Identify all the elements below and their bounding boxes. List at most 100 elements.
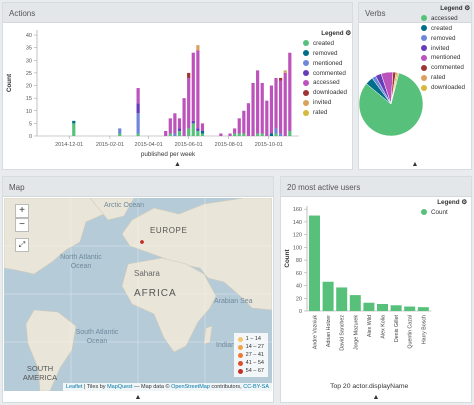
legend-label: mentioned (431, 54, 461, 62)
x-tick-label: Alex Wild (367, 315, 373, 337)
bar-segment-accessed (283, 72, 287, 136)
x-tick-label: 2015-06-01 (175, 142, 203, 148)
verbs-chart (359, 71, 424, 137)
collapse-icon[interactable]: ▲ (411, 161, 419, 168)
actions-panel: Actions 0 5 10 15 20 25 30 35 40 2014-12-01 2015-0… (2, 2, 353, 170)
bar-segment-invited (283, 70, 287, 73)
fit-bounds-button[interactable]: ⤢ (15, 238, 29, 252)
collapse-icon[interactable]: ▲ (174, 161, 181, 168)
verbs-legend-item[interactable]: accessed (421, 15, 470, 22)
map-legend-item: 27 – 41 (237, 351, 264, 359)
gear-icon[interactable]: ⚙ (464, 5, 470, 12)
actions-legend-item[interactable]: created (303, 40, 351, 47)
leaflet-link[interactable]: Leaflet (65, 384, 83, 390)
panel-title: Verbs (359, 3, 471, 23)
gear-icon[interactable]: ⚙ (345, 30, 351, 37)
legend-label: rated (431, 74, 446, 82)
collapse-icon[interactable]: ▲ (372, 394, 380, 401)
tiles-by-text: | Tiles by (83, 384, 106, 390)
bar-segment-accessed (196, 50, 200, 129)
legend-swatch (237, 344, 243, 350)
users-legend-item[interactable]: Count (421, 209, 467, 216)
zoom-in-button[interactable]: + (15, 204, 29, 218)
x-tick-label: David Sanchez (340, 315, 346, 351)
bar-segment-accessed (177, 118, 182, 129)
map-view[interactable]: Arctic Ocean North Atlantic Ocean EUROPE… (4, 198, 272, 391)
x-tick-label: 2014-12-01 (55, 142, 83, 148)
legend-swatch (303, 89, 309, 96)
actions-legend-item[interactable]: invited (303, 99, 351, 106)
map-label-europe: EUROPE (150, 226, 188, 235)
y-tick-label: 30 (26, 58, 32, 64)
gear-icon[interactable]: ⚙ (461, 199, 467, 206)
actions-legend-item[interactable]: downloaded (303, 89, 351, 96)
bar-segment-created (288, 130, 292, 136)
legend-title: Legend (440, 5, 463, 12)
bar-segment-accessed (237, 118, 241, 134)
map-label-arctic: Arctic Ocean (104, 202, 145, 209)
verbs-legend-item[interactable]: invited (421, 45, 470, 52)
y-tick-label: 0 (299, 309, 302, 315)
verbs-legend-item[interactable]: rated (421, 74, 470, 81)
verbs-legend-item[interactable]: commented (421, 64, 470, 71)
map-background (4, 198, 272, 391)
pie-slice-downloaded (390, 72, 400, 105)
y-tick-label: 40 (26, 33, 32, 39)
map-label-africa: AFRICA (134, 288, 177, 299)
graticule (4, 198, 272, 391)
legend-swatch (237, 336, 243, 342)
bar-segment-removed (200, 130, 205, 134)
bar-segment-accessed (251, 83, 255, 136)
collapse-icon[interactable]: ▲ (134, 394, 142, 401)
x-tick-label: 2015-08-01 (215, 142, 243, 148)
bar-segment-accessed (136, 88, 140, 104)
verbs-legend-item[interactable]: created (421, 25, 470, 32)
mapquest-link[interactable]: MapQuest (107, 384, 133, 390)
bar (309, 215, 320, 311)
legend-label: created (431, 24, 453, 32)
x-tick-label: 2015-02-01 (96, 142, 124, 148)
bar-segment-created (237, 133, 241, 136)
license-link[interactable]: CC-BY-SA (243, 384, 269, 390)
bar (390, 305, 402, 311)
x-axis-label: Top 20 actor.displayName (330, 383, 408, 390)
legend-label: removed (431, 34, 456, 42)
panel-title: Actions (3, 3, 352, 23)
bar-segment-commented (136, 103, 140, 114)
x-tick-label: Jorge Mazurek (353, 315, 359, 350)
users-legend: Legend ⚙ Count (421, 199, 467, 216)
legend-swatch (421, 35, 427, 42)
actions-legend-item[interactable]: rated (303, 109, 351, 116)
actions-legend-item[interactable]: accessed (303, 79, 351, 86)
osm-link[interactable]: OpenStreetMap (171, 384, 210, 390)
y-tick-label: 40 (296, 284, 302, 290)
bar-segment-mentioned (279, 133, 283, 136)
bar-segment-created (118, 133, 122, 136)
y-tick-label: 25 (26, 71, 32, 77)
bar-segment-created (200, 133, 205, 136)
verbs-legend-item[interactable]: downloaded (421, 84, 470, 91)
bar-segment-accessed (200, 123, 205, 131)
bar-segment-accessed (274, 77, 278, 129)
legend-label: 54 – 67 (245, 368, 264, 374)
bar-segment-created (187, 128, 191, 136)
actions-legend: Legend ⚙ created removed mentioned commente… (303, 30, 351, 116)
bar-segment-accessed (265, 100, 269, 136)
legend-swatch (237, 352, 243, 358)
verbs-legend-item[interactable]: mentioned (421, 54, 470, 61)
map-marker (139, 239, 145, 245)
legend-title: Legend (321, 30, 344, 37)
bar-segment-commented (196, 128, 200, 131)
actions-legend-item[interactable]: commented (303, 70, 351, 77)
actions-legend-item[interactable]: mentioned (303, 60, 351, 67)
legend-swatch (237, 360, 243, 366)
legend-label: rated (313, 109, 328, 117)
zoom-out-button[interactable]: − (15, 218, 29, 232)
legend-label: mentioned (313, 59, 343, 67)
legend-label: 14 – 27 (245, 344, 264, 350)
panel-title: Map (3, 177, 273, 197)
x-tick-label: Adrian Holzer (326, 315, 332, 347)
actions-legend-item[interactable]: removed (303, 50, 351, 57)
legend-label: 27 – 41 (245, 352, 264, 358)
verbs-legend-item[interactable]: removed (421, 35, 470, 42)
